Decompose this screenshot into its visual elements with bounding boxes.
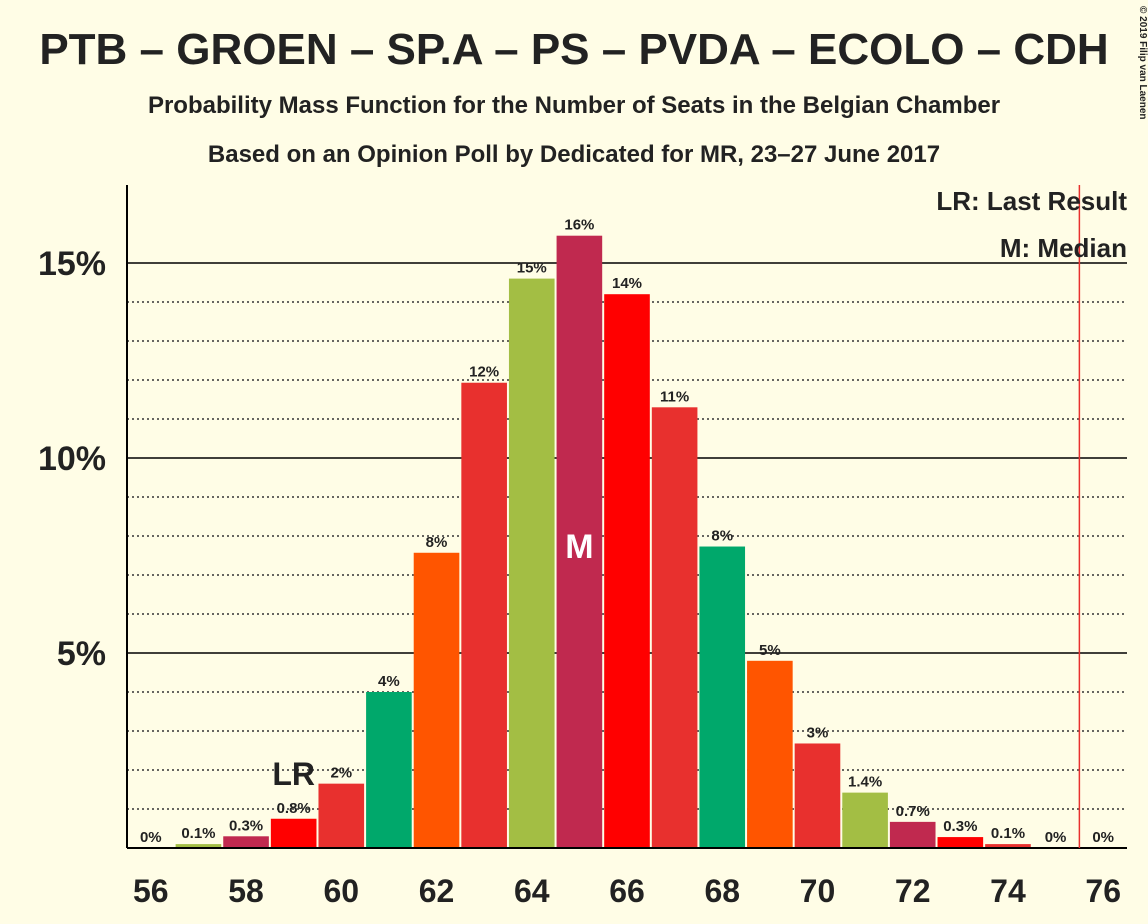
data-label: 0% bbox=[1045, 829, 1067, 846]
bar bbox=[889, 821, 936, 848]
bar bbox=[937, 837, 984, 848]
data-label: 15% bbox=[517, 260, 547, 277]
data-label: 11% bbox=[660, 388, 689, 405]
bar bbox=[366, 692, 412, 848]
bar bbox=[842, 792, 888, 848]
bar bbox=[794, 743, 841, 848]
bar bbox=[508, 278, 555, 849]
legend-entry: LR: Last Result bbox=[936, 186, 1127, 216]
data-label: 1.4% bbox=[848, 774, 882, 791]
median-marker: M bbox=[565, 528, 593, 566]
y-tick-label: 15% bbox=[38, 245, 106, 283]
x-tick-label: 72 bbox=[895, 873, 931, 909]
data-label: 16% bbox=[564, 217, 594, 234]
data-label: 8% bbox=[426, 534, 448, 551]
bar bbox=[747, 660, 793, 848]
data-label: 14% bbox=[612, 275, 642, 292]
bar bbox=[985, 844, 1031, 848]
data-label: 8% bbox=[711, 528, 733, 545]
x-tick-label: 62 bbox=[419, 873, 455, 909]
data-label: 0% bbox=[140, 829, 162, 846]
bar bbox=[604, 294, 650, 848]
data-label: 0.3% bbox=[229, 817, 263, 834]
x-tick-label: 76 bbox=[1085, 873, 1121, 909]
last-result-marker: LR bbox=[272, 756, 315, 792]
data-label: 4% bbox=[378, 673, 400, 690]
bar bbox=[651, 407, 698, 848]
x-tick-label: 74 bbox=[990, 873, 1026, 909]
x-tick-label: 58 bbox=[228, 873, 264, 909]
data-label: 0.1% bbox=[991, 825, 1025, 842]
bar bbox=[223, 836, 269, 848]
data-label: 0.7% bbox=[896, 803, 930, 820]
data-label: 0.8% bbox=[277, 800, 311, 817]
x-tick-label: 66 bbox=[609, 873, 645, 909]
data-label: 0% bbox=[1092, 829, 1114, 846]
bar bbox=[175, 844, 222, 848]
data-label: 0.1% bbox=[181, 825, 215, 842]
copyright: © 2019 Filip van Laenen bbox=[1137, 6, 1148, 120]
x-tick-label: 64 bbox=[514, 873, 550, 909]
data-label: 2% bbox=[330, 765, 352, 782]
y-tick-label: 5% bbox=[57, 635, 106, 673]
data-label: 12% bbox=[469, 364, 499, 381]
x-tick-label: 68 bbox=[704, 873, 740, 909]
bar bbox=[413, 552, 460, 848]
chart-subtitle: Probability Mass Function for the Number… bbox=[148, 92, 1000, 119]
bar bbox=[270, 818, 317, 848]
chart-subtitle: Based on an Opinion Poll by Dedicated fo… bbox=[208, 141, 940, 168]
x-tick-label: 70 bbox=[800, 873, 836, 909]
bar bbox=[318, 783, 365, 848]
x-tick-label: 60 bbox=[323, 873, 359, 909]
bar bbox=[461, 382, 507, 848]
data-label: 0.3% bbox=[943, 818, 977, 835]
x-tick-label: 56 bbox=[133, 873, 169, 909]
data-label: 3% bbox=[807, 724, 829, 741]
y-tick-label: 10% bbox=[38, 440, 106, 478]
bar bbox=[699, 546, 746, 848]
legend-entry: M: Median bbox=[1000, 233, 1127, 263]
bar bbox=[556, 235, 603, 848]
chart-title: PTB – GROEN – SP.A – PS – PVDA – ECOLO –… bbox=[39, 25, 1108, 74]
data-label: 5% bbox=[759, 642, 781, 659]
